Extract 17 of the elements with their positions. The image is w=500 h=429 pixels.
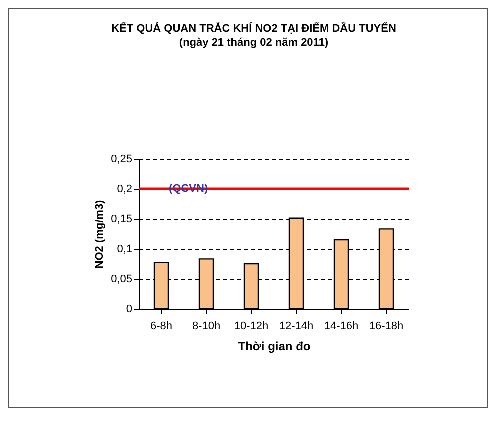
chart-title: KẾT QUẢ QUAN TRẮC KHÍ NO2 TẠI ĐIỂM DẦU TUYẾN bbox=[112, 22, 396, 35]
y-tick-label: 0,05 bbox=[111, 274, 132, 286]
y-tick-label: 0,1 bbox=[117, 244, 132, 256]
x-tick-label: 14-16h bbox=[324, 320, 359, 332]
x-tick-label: 12-14h bbox=[279, 320, 314, 332]
y-tick-label: 0,2 bbox=[117, 184, 132, 196]
x-axis-title: Thời gian đo bbox=[238, 340, 311, 354]
y-tick-label: 0,15 bbox=[111, 214, 132, 226]
x-tick-label: 10-12h bbox=[234, 320, 269, 332]
x-tick-label: 16-18h bbox=[369, 320, 404, 332]
y-tick-label: 0 bbox=[126, 304, 132, 316]
x-tick-label: 6-8h bbox=[150, 320, 173, 332]
y-tick-label: 0,25 bbox=[111, 154, 132, 166]
x-tick-label: 8-10h bbox=[192, 320, 221, 332]
ref-line-label: (QCVN) bbox=[169, 183, 208, 195]
chart-subtitle: (ngày 21 tháng 02 năm 2011) bbox=[179, 37, 329, 49]
y-axis-title: NO2 (mg/m3) bbox=[94, 200, 106, 269]
